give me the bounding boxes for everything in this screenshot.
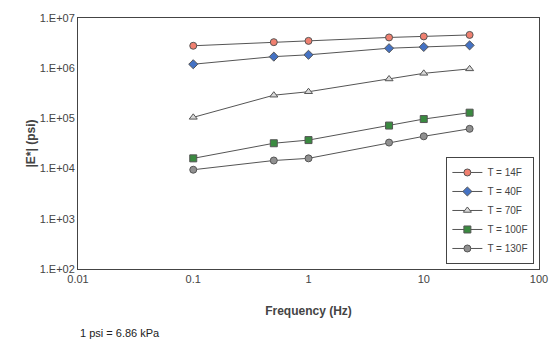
svg-text:1 psi = 6.86 kPa: 1 psi = 6.86 kPa [80,327,160,339]
svg-text:0.01: 0.01 [67,273,88,285]
svg-text:T = 70F: T = 70F [487,205,522,216]
svg-text:T = 40F: T = 40F [487,186,522,197]
svg-text:T = 100F: T = 100F [487,224,527,235]
svg-text:100: 100 [530,273,548,285]
svg-text:1.E+04: 1.E+04 [40,162,75,174]
svg-text:10: 10 [418,273,430,285]
svg-text:1.E+05: 1.E+05 [40,112,75,124]
svg-text:0.1: 0.1 [186,273,201,285]
svg-text:1.E+06: 1.E+06 [40,62,75,74]
svg-text:T = 130F: T = 130F [487,243,527,254]
svg-text:1.E+07: 1.E+07 [40,12,75,24]
svg-text:1.E+03: 1.E+03 [40,213,75,225]
svg-text:T = 14F: T = 14F [487,167,522,178]
svg-text:1: 1 [305,273,311,285]
svg-text:1.E+02: 1.E+02 [40,263,75,275]
svg-text:Frequency (Hz): Frequency (Hz) [265,304,352,318]
svg-text:|E*| (psi): |E*| (psi) [24,119,38,167]
